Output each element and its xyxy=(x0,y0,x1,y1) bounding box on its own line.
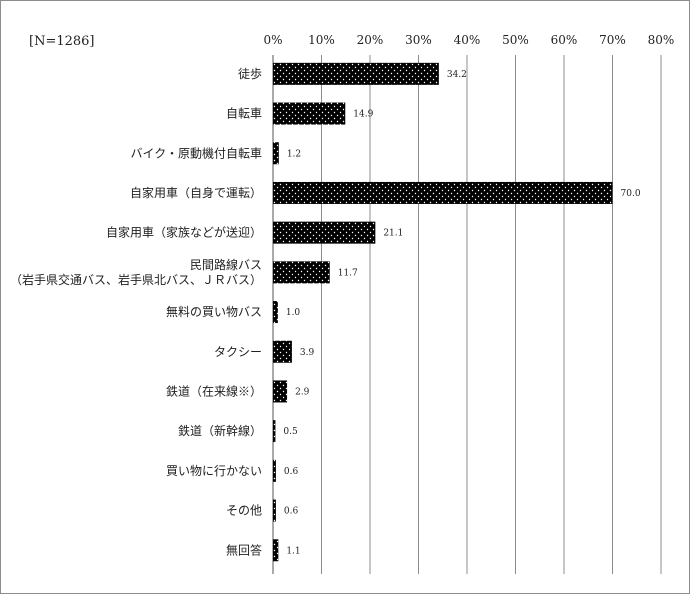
x-tick-label: 50% xyxy=(502,33,529,47)
category-label: 自転車 xyxy=(226,107,262,121)
bar xyxy=(273,102,346,125)
x-tick-label: 60% xyxy=(551,33,578,47)
bar xyxy=(273,459,276,482)
bar xyxy=(273,539,279,562)
category-label: その他 xyxy=(226,504,262,518)
value-label: 3.9 xyxy=(300,348,315,358)
bar xyxy=(273,499,276,522)
x-tick-label: 30% xyxy=(405,33,432,47)
value-label: 14.9 xyxy=(353,110,373,120)
category-label: 自家用車（自身で運転） xyxy=(130,185,262,200)
value-label: 2.9 xyxy=(295,387,310,397)
x-tick-label: 40% xyxy=(454,33,481,47)
bar xyxy=(273,142,279,165)
category-label: 自家用車（家族などが送迎） xyxy=(106,225,262,240)
x-tick-label: 80% xyxy=(648,33,675,47)
x-axis-ticks: 0% 10% 20% 30% 40% 50% 60% 70% 80% xyxy=(263,33,674,47)
bar xyxy=(273,181,613,204)
value-label: 1.1 xyxy=(286,546,300,556)
category-label: （岩手県交通バス、岩手県北バス、ＪＲバス） xyxy=(10,272,262,287)
bar xyxy=(273,420,276,443)
category-label: 鉄道（在来線※） xyxy=(166,383,262,398)
value-label: 70.0 xyxy=(621,189,641,199)
category-label: 徒歩 xyxy=(238,66,262,81)
category-label: 民間路線バス xyxy=(190,257,262,272)
bar xyxy=(273,380,288,403)
category-label: バイク・原動機付自転車 xyxy=(130,145,262,160)
value-label: 11.7 xyxy=(338,268,358,278)
category-label: 鉄道（新幹線） xyxy=(178,423,262,438)
bar xyxy=(273,62,439,85)
bar xyxy=(273,261,330,284)
category-label: 無料の買い物バス xyxy=(166,304,262,319)
x-tick-label: 10% xyxy=(308,33,335,47)
x-tick-label: 0% xyxy=(263,33,282,47)
value-label: 1.0 xyxy=(286,308,301,318)
bar xyxy=(273,221,376,244)
value-label: 34.2 xyxy=(447,70,467,80)
value-label: 0.5 xyxy=(283,427,298,437)
value-label: 0.6 xyxy=(284,467,299,477)
bars: 34.2 14.9 1.2 70.0 21.1 11.7 1.0 3.9 2.9 0.5 0.6 0.… xyxy=(273,62,641,562)
category-label: タクシー xyxy=(214,345,262,359)
value-label: 21.1 xyxy=(383,229,403,239)
value-label: 1.2 xyxy=(287,149,301,159)
gridlines xyxy=(272,55,662,574)
sample-size-label: [N=1286] xyxy=(29,34,95,49)
value-label: 0.6 xyxy=(284,507,299,517)
bar xyxy=(273,301,278,324)
bar xyxy=(273,340,292,363)
category-label: 無回答 xyxy=(226,542,262,557)
x-tick-label: 70% xyxy=(599,33,626,47)
category-label: 買い物に行かない xyxy=(166,464,262,478)
x-tick-label: 20% xyxy=(357,33,384,47)
